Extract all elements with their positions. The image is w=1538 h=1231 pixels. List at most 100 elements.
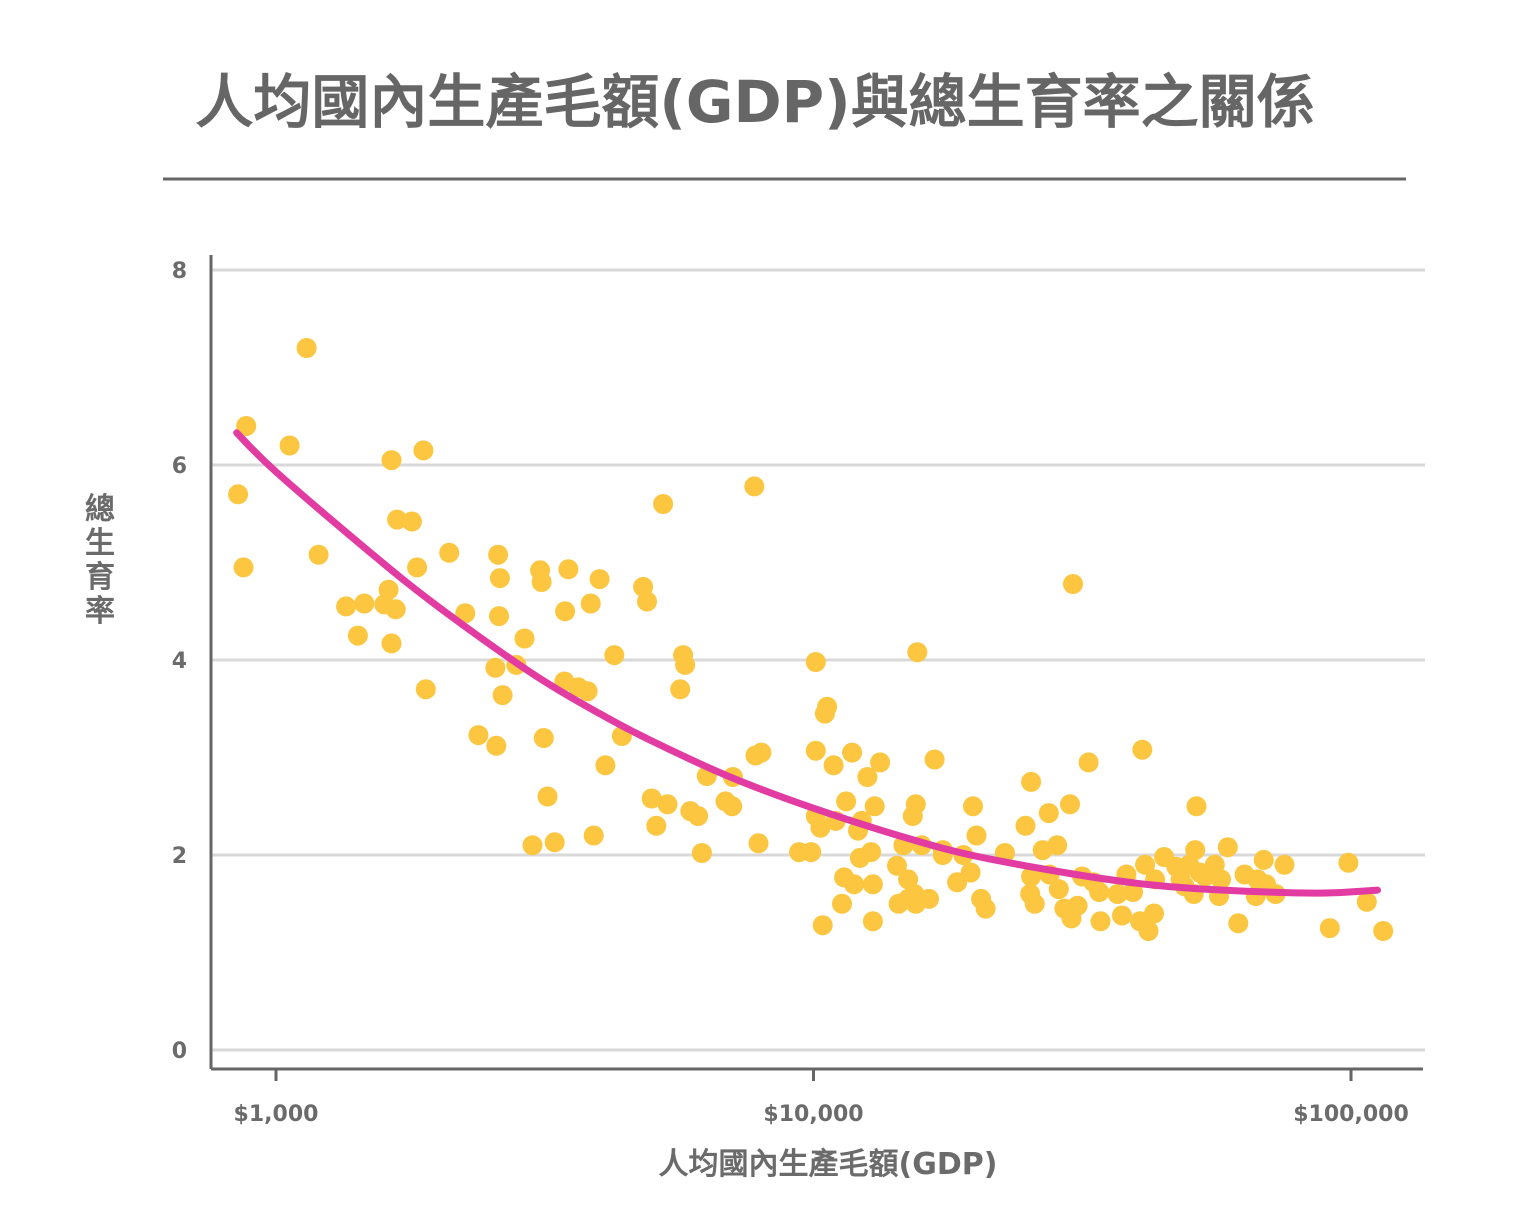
data-point [1021,866,1042,887]
x-axis-label: 人均國內生產毛額(GDP) [659,1147,998,1182]
data-point [675,654,696,675]
data-point [1063,574,1083,594]
data-point [544,832,565,853]
data-point [1319,918,1340,939]
data-point [864,796,885,817]
data-point [919,888,939,909]
data-point [844,874,865,895]
data-point [810,817,831,838]
data-point [1048,879,1069,900]
data-point [832,893,852,914]
data-point [1138,921,1159,941]
data-point [801,842,822,863]
y-axis-label-char: 生 [85,526,115,561]
data-point [385,599,406,620]
data-point [595,755,616,776]
data-point [455,603,476,624]
data-point [862,911,883,932]
data-point [378,579,399,600]
data-point [1132,739,1153,760]
x-tick-label: $10,000 [763,1102,863,1127]
data-point [924,749,945,770]
data-point [748,833,769,854]
data-point [604,645,625,666]
data-point [558,559,579,580]
data-point [861,842,882,863]
data-point [1089,882,1110,902]
data-point [1060,794,1080,815]
data-point [228,484,249,505]
y-tick-label: 2 [172,844,187,869]
data-point [580,593,601,614]
data-point [531,572,552,592]
data-point [537,786,558,807]
data-point [960,862,981,883]
tick-labels: 0 2 4 6 8 $1,000 $10,000 $100,000 [172,259,1409,1127]
data-point [387,509,408,530]
data-point [1090,911,1111,932]
data-point [1186,796,1207,817]
data-point [381,450,402,471]
data-point [381,633,402,654]
data-point [805,740,826,761]
data-point [1211,869,1231,890]
data-point [401,511,422,532]
data-point [823,755,844,776]
data-point [836,791,857,812]
data-point [814,703,835,724]
y-tick-label: 4 [172,649,187,674]
data-point [1274,854,1295,875]
data-points [228,338,1394,941]
data-point [1228,913,1249,934]
data-point [1078,752,1099,773]
data-point [589,569,610,590]
data-point [488,544,509,565]
data-point [870,752,891,773]
data-point [751,742,772,763]
y-tick-label: 8 [172,259,187,284]
data-point [555,601,576,622]
data-point [1123,882,1143,902]
data-point [296,338,317,358]
data-point [842,742,863,763]
data-point [1015,815,1036,836]
x-tick-label: $100,000 [1293,1102,1409,1127]
data-point [905,794,926,815]
data-point [413,440,434,461]
data-point [236,416,257,436]
data-point [522,835,543,856]
data-point [1338,852,1359,873]
data-point [637,591,657,612]
data-point [862,874,883,895]
data-point [336,596,357,617]
y-tick-label: 0 [172,1039,187,1064]
data-point [583,825,604,846]
data-point [492,685,513,706]
data-point [489,568,510,589]
data-point [354,593,375,614]
data-point [468,725,489,746]
data-point [670,679,691,700]
data-point [805,652,826,672]
trend-layer [233,429,1381,897]
data-point [279,435,300,456]
axes [209,255,1423,1081]
data-point [439,542,460,563]
trend-line [233,429,1381,897]
y-axis-label-char: 育 [85,560,115,595]
data-point [688,806,709,826]
data-point [1038,803,1059,824]
data-point [1021,771,1042,792]
data-point [975,898,996,919]
y-tick-label: 6 [172,454,187,479]
data-point [653,494,674,514]
chart-title: 人均國內生產毛額(GDP)與總生育率之關係 [195,68,1314,136]
y-axis-label-char: 率 [85,594,115,629]
data-point [1135,854,1156,875]
data-point [407,557,428,578]
x-tick-label: $1,000 [234,1102,319,1127]
data-point [1047,835,1068,856]
data-point [691,843,712,863]
data-point [907,642,928,663]
